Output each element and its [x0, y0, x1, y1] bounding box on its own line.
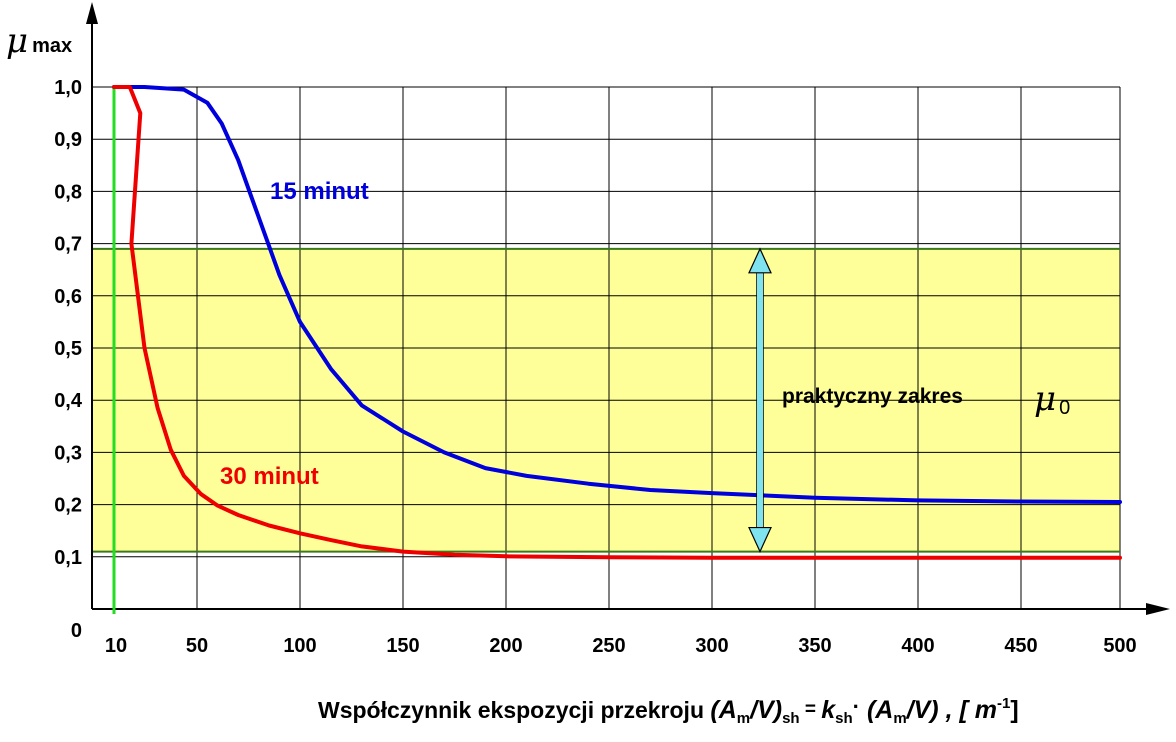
series-label-30-minut: 30 minut	[220, 463, 319, 490]
band-label: praktyczny zakres	[782, 385, 963, 408]
series-lines	[112, 85, 1122, 560]
x-tick-label: 300	[695, 635, 728, 657]
x-tick-label: 250	[592, 635, 625, 657]
y-tick-label: 0,3	[54, 442, 82, 464]
x-tick-label: 400	[901, 635, 934, 657]
arrow-shaft-fill	[757, 270, 763, 530]
axes	[86, 2, 1170, 615]
x-tick-label: 150	[386, 635, 419, 657]
x-tick-label: 350	[798, 635, 831, 657]
y-tick-label: 0,7	[54, 234, 82, 256]
x-tick-label: 10	[105, 635, 127, 657]
band-label-text: praktyczny zakres	[782, 385, 963, 408]
x-tick-label: 100	[283, 635, 316, 657]
x-tick-label: 500	[1103, 635, 1136, 657]
series-line-30-minut	[112, 85, 1122, 560]
y-tick-label: 0,8	[54, 181, 82, 203]
range-arrow	[748, 247, 772, 554]
x-tick-label: 450	[1004, 635, 1037, 657]
x-axis-label-text: Współczynnik ekspozycji przekroju	[318, 697, 710, 723]
y-axis-subscript: max	[32, 35, 72, 57]
x-axis-arrowhead	[1146, 603, 1170, 615]
y-tick-label: 1,0	[54, 77, 82, 99]
band-label-subscript: 0	[1059, 397, 1070, 419]
y-tick-label: 0,1	[54, 547, 82, 569]
y-axis-label: μ max	[6, 21, 72, 61]
y-tick-label: 0,6	[54, 286, 82, 308]
arrow-head-top	[748, 247, 772, 274]
y-tick-label: 0,5	[54, 338, 82, 360]
y-axis-symbol: μ	[6, 21, 28, 61]
y-tick-label: 0	[71, 620, 82, 642]
y-tick-label: 0,2	[54, 495, 82, 517]
y-axis-arrowhead	[86, 2, 98, 24]
series-label-15-minut: 15 minut	[270, 178, 369, 205]
x-tick-label: 50	[186, 635, 208, 657]
grid	[92, 86, 1121, 609]
tick-labels: 0 0,1 0,2 0,3 0,4 0,5 0,6 0,7 0,8 0,9 1,0 10 50 100 15…	[54, 77, 1137, 657]
y-tick-label: 0,4	[54, 390, 83, 412]
x-tick-label: 200	[489, 635, 522, 657]
annotations: μ max 15 minut 30 minut praktyczny zakres…	[6, 21, 1070, 727]
series-line-15-minut	[112, 85, 1122, 504]
arrow-head-bottom	[748, 526, 772, 554]
x-axis-label: Współczynnik ekspozycji przekroju (Am/V)…	[318, 694, 1019, 727]
band-label-symbol: μ	[1034, 379, 1056, 419]
y-tick-label: 0,9	[54, 129, 82, 151]
